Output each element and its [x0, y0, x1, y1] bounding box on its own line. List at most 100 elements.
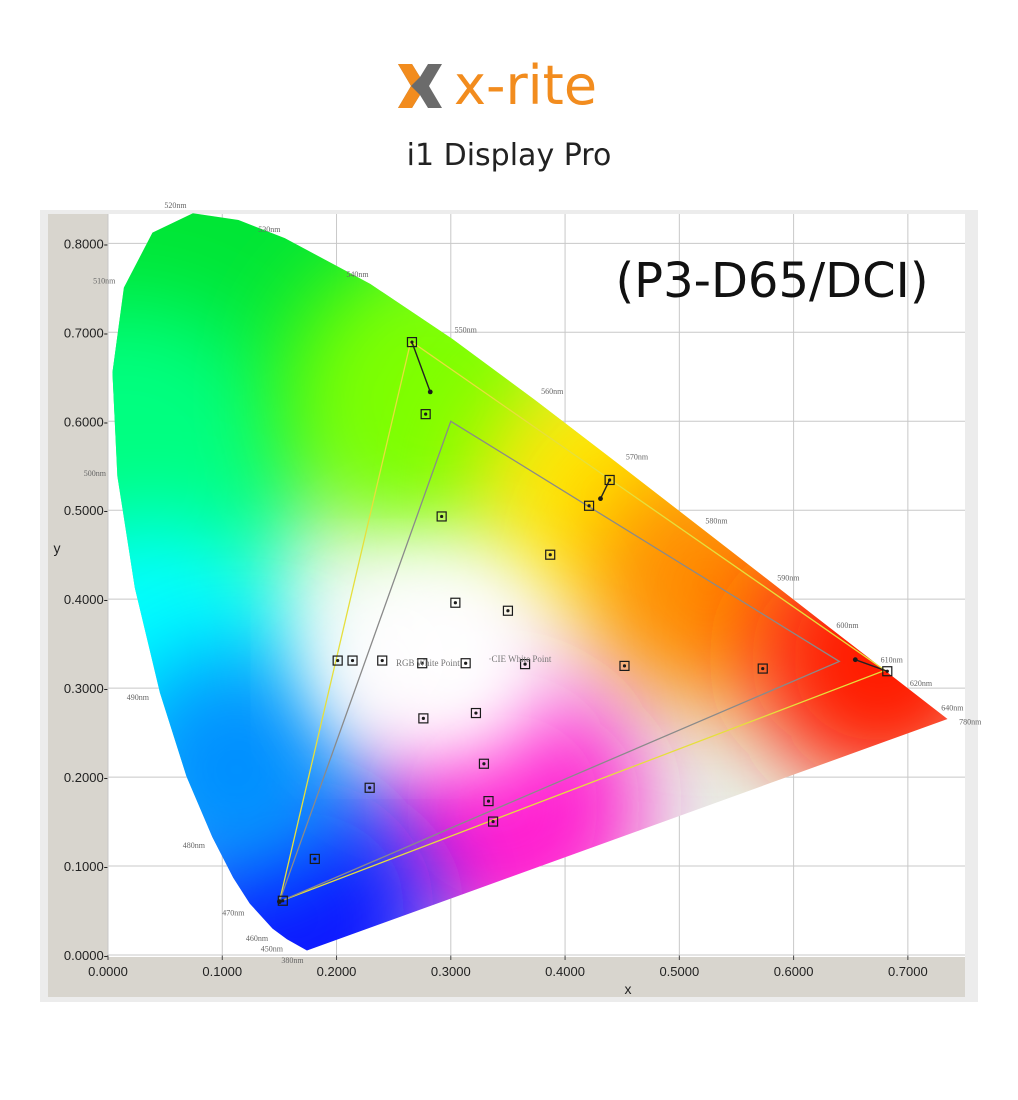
measured-point [757, 663, 768, 674]
target-point [277, 899, 282, 905]
measured-point [545, 549, 556, 560]
measured-point [487, 816, 499, 827]
wavelength-label: 520nm [164, 201, 187, 210]
measured-point [420, 409, 431, 420]
measured-point-center [281, 899, 285, 903]
y-tick-label: 0.7000- [64, 325, 108, 340]
color-blob [320, 588, 461, 729]
measured-point [604, 474, 615, 486]
y-axis-band [48, 214, 108, 957]
wavelength-label: 620nm [910, 679, 933, 688]
x-tick-label: 0.2000 [317, 964, 357, 979]
measured-point [478, 758, 490, 769]
wavelength-label: 570nm [626, 453, 649, 462]
measured-point-center [424, 412, 428, 416]
measured-point [377, 655, 388, 666]
wavelength-label: 460nm [246, 934, 269, 943]
x-tick-label: 0.6000 [774, 964, 814, 979]
x-tick-label: 0.7000 [888, 964, 928, 979]
measured-point-center [464, 661, 468, 665]
wavelength-label: 590nm [777, 574, 800, 583]
wavelength-label: 610nm [881, 656, 904, 665]
wavelength-label: 600nm [836, 621, 859, 630]
wavelength-label: 500nm [84, 469, 107, 478]
measured-point-center [380, 658, 384, 663]
gamut-triangle [278, 340, 887, 903]
brand-name: x-rite [454, 54, 597, 117]
target-point [852, 657, 858, 663]
brand-icon [398, 64, 442, 108]
measured-point-center [885, 669, 889, 673]
annotation: ·CIE White Point [489, 654, 552, 664]
wavelength-label: 530nm [258, 225, 281, 234]
y-tick-label: 0.1000- [64, 859, 108, 874]
offset-line [599, 479, 611, 499]
measured-point-center [368, 786, 372, 790]
measured-point-center [587, 504, 591, 508]
x-tick-label: 0.1000 [202, 964, 242, 979]
wavelength-label: 380nm [281, 956, 304, 965]
measured-point-center [761, 666, 765, 671]
measured-point [583, 500, 595, 511]
wavelength-label: 580nm [705, 516, 728, 525]
gamut-triangle [278, 420, 841, 903]
wavelength-label: 550nm [455, 325, 478, 334]
measured-point-center [440, 514, 444, 519]
y-tick-label: 0.0000- [64, 948, 108, 963]
measured-point [619, 660, 630, 671]
measured-point [436, 511, 447, 522]
measured-point [309, 853, 320, 865]
wavelength-label: 480nm [183, 841, 206, 850]
y-tick-label: 0.6000- [64, 414, 108, 429]
measured-point-center [622, 664, 627, 668]
measured-point [502, 605, 514, 616]
measured-point-center [608, 478, 612, 482]
icon-x-accent [398, 64, 420, 86]
marks: 380nm 450nm 460nm 470nm 480nm 490nm 500nm 510nm… [84, 201, 982, 965]
measured-point [347, 655, 358, 666]
measured-point [483, 796, 494, 807]
target-point [598, 496, 603, 502]
wavelength-label: 450nm [261, 945, 284, 954]
measured-point-center [548, 553, 552, 557]
measured-point [470, 707, 482, 719]
measured-point [418, 713, 429, 724]
icon-x-accent [398, 86, 420, 108]
x-tick-label: 0.5000 [659, 964, 699, 979]
y-tick-label: 0.3000- [64, 681, 108, 696]
measured-point [460, 658, 471, 669]
annotation: RGB White Point [396, 658, 460, 668]
y-tick-label: 0.2000- [64, 770, 108, 785]
measured-point-center [453, 601, 457, 605]
x-tick-label: 0.4000 [545, 964, 585, 979]
wavelength-label: 540nm [346, 270, 369, 279]
wavelength-label: 470nm [222, 909, 245, 918]
measured-point [519, 659, 531, 670]
y-tick-label: 0.4000- [64, 592, 108, 607]
product-name: i1 Display Pro [407, 138, 612, 173]
measured-point-center [336, 658, 340, 663]
measured-point-center [420, 661, 424, 665]
wavelength-label: 640nm [941, 704, 964, 713]
logo-header: x-rite i1 Display Pro [398, 54, 612, 173]
wavelength-label: 780nm [959, 718, 982, 727]
measured-point [417, 658, 428, 669]
wavelength-label: 490nm [127, 693, 150, 702]
target-point [427, 389, 433, 395]
measured-point [882, 666, 893, 677]
x-axis-label: x [625, 981, 632, 997]
x-tick-label: 0.3000 [431, 964, 471, 979]
y-axis-label: y [54, 540, 61, 556]
measured-point-center [506, 609, 510, 613]
measured-point-center [523, 662, 527, 666]
wavelength-label: 510nm [93, 277, 116, 286]
measured-point-center [491, 819, 495, 824]
measured-point [364, 782, 375, 793]
x-tick-label: 0.0000 [88, 964, 128, 979]
measured-point [450, 597, 461, 608]
measured-point-center [350, 658, 355, 663]
wavelength-label: 560nm [541, 387, 564, 396]
measured-point-center [313, 857, 317, 861]
